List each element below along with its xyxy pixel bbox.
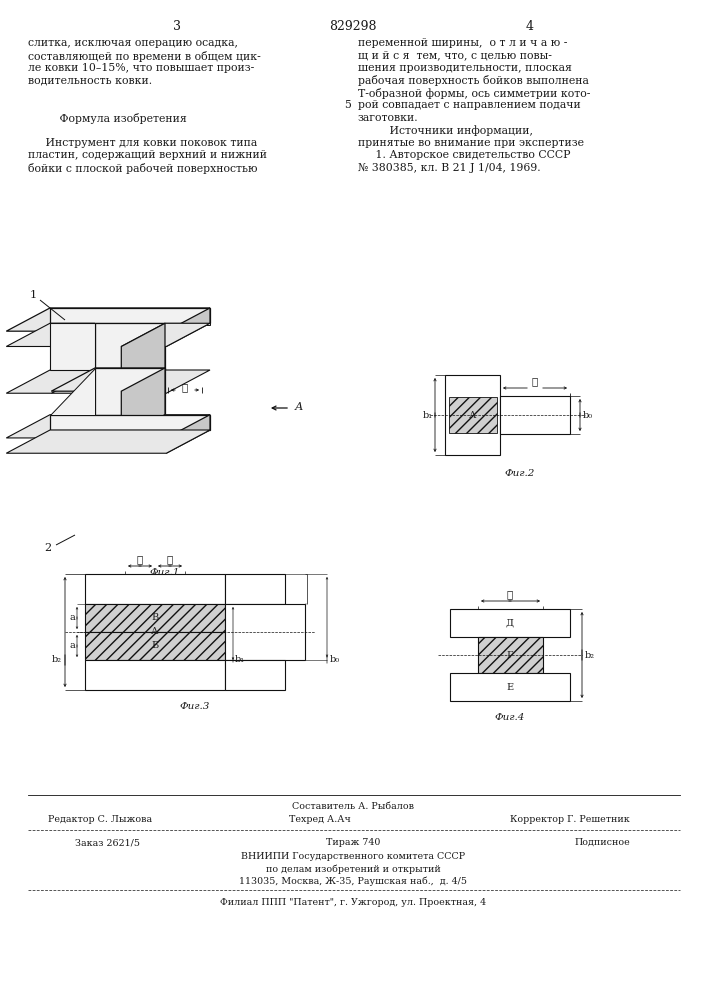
Text: Подписное: Подписное xyxy=(574,838,630,847)
Polygon shape xyxy=(450,609,570,637)
Text: Источники информации,: Источники информации, xyxy=(358,125,533,136)
Polygon shape xyxy=(50,308,210,323)
Text: В: В xyxy=(151,613,158,622)
Text: Фиг.3: Фиг.3 xyxy=(180,702,210,711)
Text: ℓ: ℓ xyxy=(137,555,143,564)
Polygon shape xyxy=(95,323,165,370)
Text: по делам изобретений и открытий: по делам изобретений и открытий xyxy=(266,864,440,874)
Polygon shape xyxy=(122,368,165,438)
Text: А: А xyxy=(469,410,477,420)
Polygon shape xyxy=(122,323,165,393)
Text: b₁: b₁ xyxy=(235,656,245,664)
Polygon shape xyxy=(85,574,225,604)
Polygon shape xyxy=(85,660,225,690)
Text: Корректор Г. Решетник: Корректор Г. Решетник xyxy=(510,815,630,824)
Text: Е: Е xyxy=(506,682,513,692)
Text: Редактор С. Лыжова: Редактор С. Лыжова xyxy=(48,815,152,824)
Polygon shape xyxy=(95,368,165,415)
Text: a: a xyxy=(69,642,75,650)
Polygon shape xyxy=(50,415,210,430)
Polygon shape xyxy=(6,308,210,331)
Polygon shape xyxy=(225,604,305,660)
Text: b₁: b₁ xyxy=(423,410,433,420)
Text: рабочая поверхность бойков выполнена: рабочая поверхность бойков выполнена xyxy=(358,76,589,87)
Text: А: А xyxy=(295,402,303,412)
Polygon shape xyxy=(85,604,225,632)
Polygon shape xyxy=(225,574,285,604)
Polygon shape xyxy=(6,430,210,453)
Text: А: А xyxy=(151,628,158,637)
Text: водительность ковки.: водительность ковки. xyxy=(28,76,152,86)
Polygon shape xyxy=(122,370,210,393)
Text: переменной ширины,  о т л и ч а ю -: переменной ширины, о т л и ч а ю - xyxy=(358,38,568,48)
Polygon shape xyxy=(449,397,497,433)
Polygon shape xyxy=(225,660,285,690)
Text: ℓ: ℓ xyxy=(507,590,513,599)
Text: b₀: b₀ xyxy=(330,656,340,664)
Text: ℓ: ℓ xyxy=(182,383,188,392)
Text: Т-образной формы, ось симметрии кото-: Т-образной формы, ось симметрии кото- xyxy=(358,88,590,99)
Text: принятые во внимание при экспертизе: принятые во внимание при экспертизе xyxy=(358,138,584,148)
Text: ℓ: ℓ xyxy=(532,377,538,386)
Polygon shape xyxy=(52,370,165,393)
Polygon shape xyxy=(450,673,570,701)
Text: слитка, исключая операцию осадка,: слитка, исключая операцию осадка, xyxy=(28,38,238,48)
Polygon shape xyxy=(6,323,95,346)
Text: заготовки.: заготовки. xyxy=(358,113,419,123)
Text: Г: Г xyxy=(507,650,513,660)
Text: a: a xyxy=(69,613,75,622)
Text: b₂: b₂ xyxy=(585,650,595,660)
Polygon shape xyxy=(50,323,95,370)
Text: 4: 4 xyxy=(526,20,534,33)
Text: Техред А.Ач: Техред А.Ач xyxy=(289,815,351,824)
Text: № 380385, кл. В 21 J 1/04, 1969.: № 380385, кл. В 21 J 1/04, 1969. xyxy=(358,163,541,173)
Polygon shape xyxy=(500,396,570,434)
Text: ℓ: ℓ xyxy=(167,555,173,564)
Text: 5: 5 xyxy=(344,101,351,110)
Polygon shape xyxy=(445,375,500,455)
Text: Составитель А. Рыбалов: Составитель А. Рыбалов xyxy=(292,802,414,811)
Polygon shape xyxy=(166,308,210,346)
Text: 1: 1 xyxy=(30,290,37,300)
Text: b₂: b₂ xyxy=(52,656,62,664)
Text: ВНИИПИ Государственного комитета СССР: ВНИИПИ Государственного комитета СССР xyxy=(241,852,465,861)
Polygon shape xyxy=(52,368,165,391)
Text: Фиг.4: Фиг.4 xyxy=(495,713,525,722)
Text: щ и й с я  тем, что, с целью повы-: щ и й с я тем, что, с целью повы- xyxy=(358,50,552,60)
Text: 829298: 829298 xyxy=(329,20,377,33)
Polygon shape xyxy=(85,632,225,660)
Polygon shape xyxy=(122,323,210,346)
Text: 1. Авторское свидетельство СССР: 1. Авторское свидетельство СССР xyxy=(358,150,571,160)
Text: Фиг.2: Фиг.2 xyxy=(505,469,535,478)
Text: b₀: b₀ xyxy=(583,410,593,420)
Text: Фиг.1: Фиг.1 xyxy=(150,568,180,577)
Text: Инструмент для ковки поковок типа: Инструмент для ковки поковок типа xyxy=(28,138,257,148)
Text: 113035, Москва, Ж-35, Раушская наб.,  д. 4/5: 113035, Москва, Ж-35, Раушская наб., д. … xyxy=(239,876,467,886)
Text: Д: Д xyxy=(506,618,514,628)
Text: пластин, содержащий верхний и нижний: пластин, содержащий верхний и нижний xyxy=(28,150,267,160)
Polygon shape xyxy=(478,637,543,673)
Polygon shape xyxy=(122,415,210,438)
Text: рой совпадает с направлением подачи: рой совпадает с направлением подачи xyxy=(358,101,580,110)
Text: Филиал ППП "Патент", г. Ужгород, ул. Проектная, 4: Филиал ППП "Патент", г. Ужгород, ул. Про… xyxy=(220,898,486,907)
Text: Формула изобретения: Формула изобретения xyxy=(28,113,187,124)
Text: Заказ 2621/5: Заказ 2621/5 xyxy=(75,838,140,847)
Polygon shape xyxy=(166,415,210,453)
Text: ле ковки 10–15%, что повышает произ-: ле ковки 10–15%, что повышает произ- xyxy=(28,63,255,73)
Text: бойки с плоской рабочей поверхностью: бойки с плоской рабочей поверхностью xyxy=(28,163,257,174)
Text: шения производительности, плоская: шения производительности, плоская xyxy=(358,63,572,73)
Polygon shape xyxy=(6,370,95,393)
Polygon shape xyxy=(6,415,95,438)
Text: составляющей по времени в общем цик-: составляющей по времени в общем цик- xyxy=(28,50,261,62)
Text: Тираж 740: Тираж 740 xyxy=(326,838,380,847)
Text: 2: 2 xyxy=(45,543,52,553)
Polygon shape xyxy=(50,368,95,415)
Text: 3: 3 xyxy=(173,20,181,33)
Text: Б: Б xyxy=(151,642,158,650)
Polygon shape xyxy=(165,323,210,325)
